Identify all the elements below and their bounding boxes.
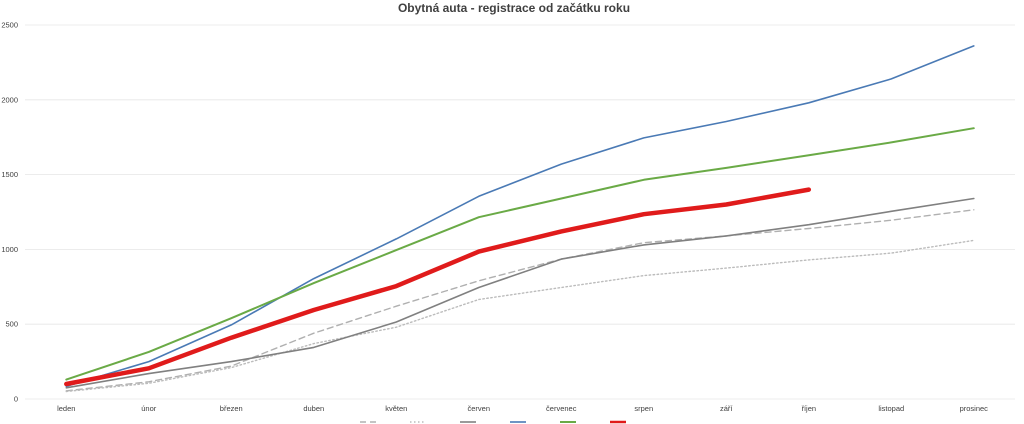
x-tick-label: listopad — [878, 404, 904, 413]
x-axis-ticks: leden únor březen duben květen červen červenec… — [57, 404, 988, 413]
series-line-0 — [65, 209, 975, 392]
y-tick-label: 1500 — [1, 170, 18, 179]
series-lines — [64, 45, 975, 393]
y-tick-label: 2500 — [1, 21, 18, 30]
y-tick-label: 0 — [14, 395, 18, 404]
gridlines — [25, 24, 1015, 400]
x-tick-label: říjen — [801, 404, 816, 413]
x-tick-label: prosinec — [960, 404, 989, 413]
series-line-4 — [65, 127, 975, 381]
x-tick-label: leden — [57, 404, 75, 413]
y-tick-label: 2000 — [1, 95, 18, 104]
x-tick-label: březen — [220, 404, 243, 413]
x-tick-label: únor — [141, 404, 157, 413]
series-line-1 — [65, 239, 975, 393]
y-tick-label: 1000 — [1, 245, 18, 254]
series-line-5 — [64, 187, 812, 387]
chart-title: Obytná auta - registrace od začátku roku — [398, 1, 630, 15]
series-line-3 — [65, 45, 975, 388]
x-tick-label: červenec — [546, 404, 577, 413]
y-tick-label: 500 — [5, 320, 18, 329]
x-tick-label: září — [720, 404, 733, 413]
series-line-2 — [65, 197, 975, 389]
x-tick-label: květen — [385, 404, 407, 413]
x-tick-label: červen — [467, 404, 490, 413]
x-tick-label: duben — [303, 404, 324, 413]
y-axis-ticks: 0 500 1000 1500 2000 2500 — [1, 21, 18, 404]
x-tick-label: srpen — [634, 404, 653, 413]
